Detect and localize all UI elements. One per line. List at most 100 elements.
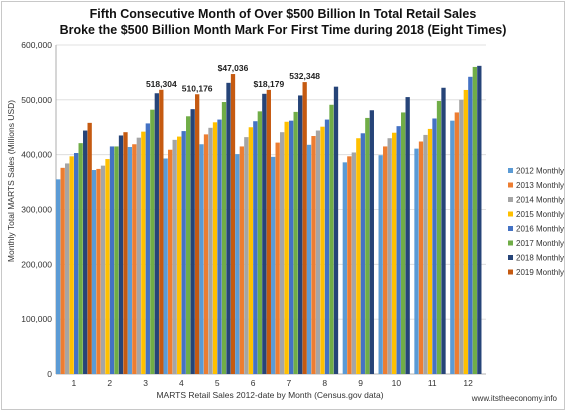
bar — [208, 127, 213, 374]
data-label: $47,036 — [218, 63, 249, 73]
y-tick-label: 300,000 — [21, 205, 52, 215]
bar — [60, 167, 65, 374]
bar — [253, 121, 258, 374]
legend-label: 2018 Monthly — [516, 254, 564, 263]
legend-label: 2014 Monthly — [516, 196, 564, 205]
bar — [262, 93, 267, 375]
bar — [145, 123, 150, 374]
x-axis-label: MARTS Retail Sales 2012-date by Month (C… — [156, 390, 383, 400]
bar — [74, 153, 79, 374]
bar — [109, 146, 115, 374]
legend-label: 2017 Monthly — [516, 239, 564, 248]
bar — [378, 155, 383, 374]
bar — [289, 120, 294, 374]
bar — [472, 66, 477, 375]
bar — [302, 82, 307, 374]
legend-swatch — [508, 168, 513, 173]
bar — [69, 156, 74, 374]
bar — [427, 128, 433, 374]
bar — [195, 94, 200, 374]
bar — [432, 118, 437, 374]
bar — [436, 100, 442, 375]
bar — [100, 165, 106, 374]
bar — [172, 139, 177, 374]
bar — [230, 74, 236, 374]
legend-swatch — [508, 240, 513, 246]
bar — [136, 137, 141, 374]
data-label: 518,304 — [146, 79, 177, 89]
bar — [293, 111, 298, 375]
bar — [221, 102, 227, 374]
bar — [118, 135, 124, 374]
x-tick-label: 9 — [358, 378, 363, 388]
bar — [329, 104, 334, 375]
legend-label: 2015 Monthly — [516, 210, 564, 219]
bar — [56, 179, 61, 374]
bar — [177, 136, 182, 374]
bar — [477, 65, 482, 374]
legend-label: 2012 Monthly — [516, 167, 564, 176]
x-tick-label: 2 — [107, 378, 112, 388]
bar — [271, 156, 276, 374]
legend-swatch — [508, 197, 513, 202]
bar — [315, 130, 321, 374]
chart-title-line2: Broke the $500 Billion Month Mark For Fi… — [60, 23, 507, 37]
bar — [414, 148, 419, 374]
x-tick-label: 10 — [392, 378, 402, 388]
bar — [217, 119, 222, 374]
bar — [127, 146, 132, 374]
bar — [226, 82, 231, 374]
bar — [150, 109, 155, 374]
legend-label: 2019 Monthly — [516, 268, 564, 277]
chart-title-line1: Fifth Consecutive Month of Over $500 Bil… — [90, 7, 477, 21]
y-tick-label: 100,000 — [21, 314, 52, 324]
bar — [159, 89, 164, 375]
x-tick-label: 8 — [322, 378, 327, 388]
bar — [306, 144, 312, 374]
bar — [275, 142, 280, 374]
bar — [351, 152, 356, 374]
bar — [423, 134, 428, 374]
bar — [235, 154, 240, 374]
bar — [311, 136, 316, 374]
bar — [114, 146, 119, 374]
bar — [65, 163, 70, 374]
bar — [266, 89, 271, 375]
x-tick-label: 5 — [215, 378, 220, 388]
x-tick-label: 1 — [72, 378, 77, 388]
x-tick-label: 12 — [463, 378, 473, 388]
y-tick-label: 400,000 — [21, 150, 52, 160]
legend-swatch — [508, 182, 513, 188]
bar — [383, 146, 388, 374]
bar — [212, 122, 218, 374]
bar — [405, 97, 410, 374]
bar — [132, 144, 137, 374]
bar — [248, 127, 253, 374]
bar — [203, 134, 209, 374]
bar — [387, 138, 392, 374]
bar — [459, 99, 464, 374]
bar — [342, 162, 347, 374]
bar — [347, 156, 352, 374]
credit-text: www.itstheeconomy.info — [471, 394, 558, 403]
bar — [168, 149, 173, 374]
bar — [78, 143, 83, 374]
bar — [441, 87, 446, 375]
bar — [141, 131, 146, 374]
bar — [280, 132, 285, 374]
bar — [105, 159, 110, 374]
legend-swatch — [508, 269, 513, 275]
legend-swatch — [508, 211, 513, 217]
bar — [320, 126, 325, 374]
bar — [360, 133, 365, 374]
bar — [365, 117, 370, 375]
bar — [87, 122, 92, 374]
bar — [454, 112, 459, 374]
legend-label: 2013 Monthly — [516, 181, 564, 190]
bar — [83, 130, 88, 374]
bar — [257, 111, 262, 374]
bar — [199, 144, 204, 374]
bar — [418, 141, 424, 374]
y-tick-label: 500,000 — [21, 95, 52, 105]
bar — [239, 146, 244, 374]
